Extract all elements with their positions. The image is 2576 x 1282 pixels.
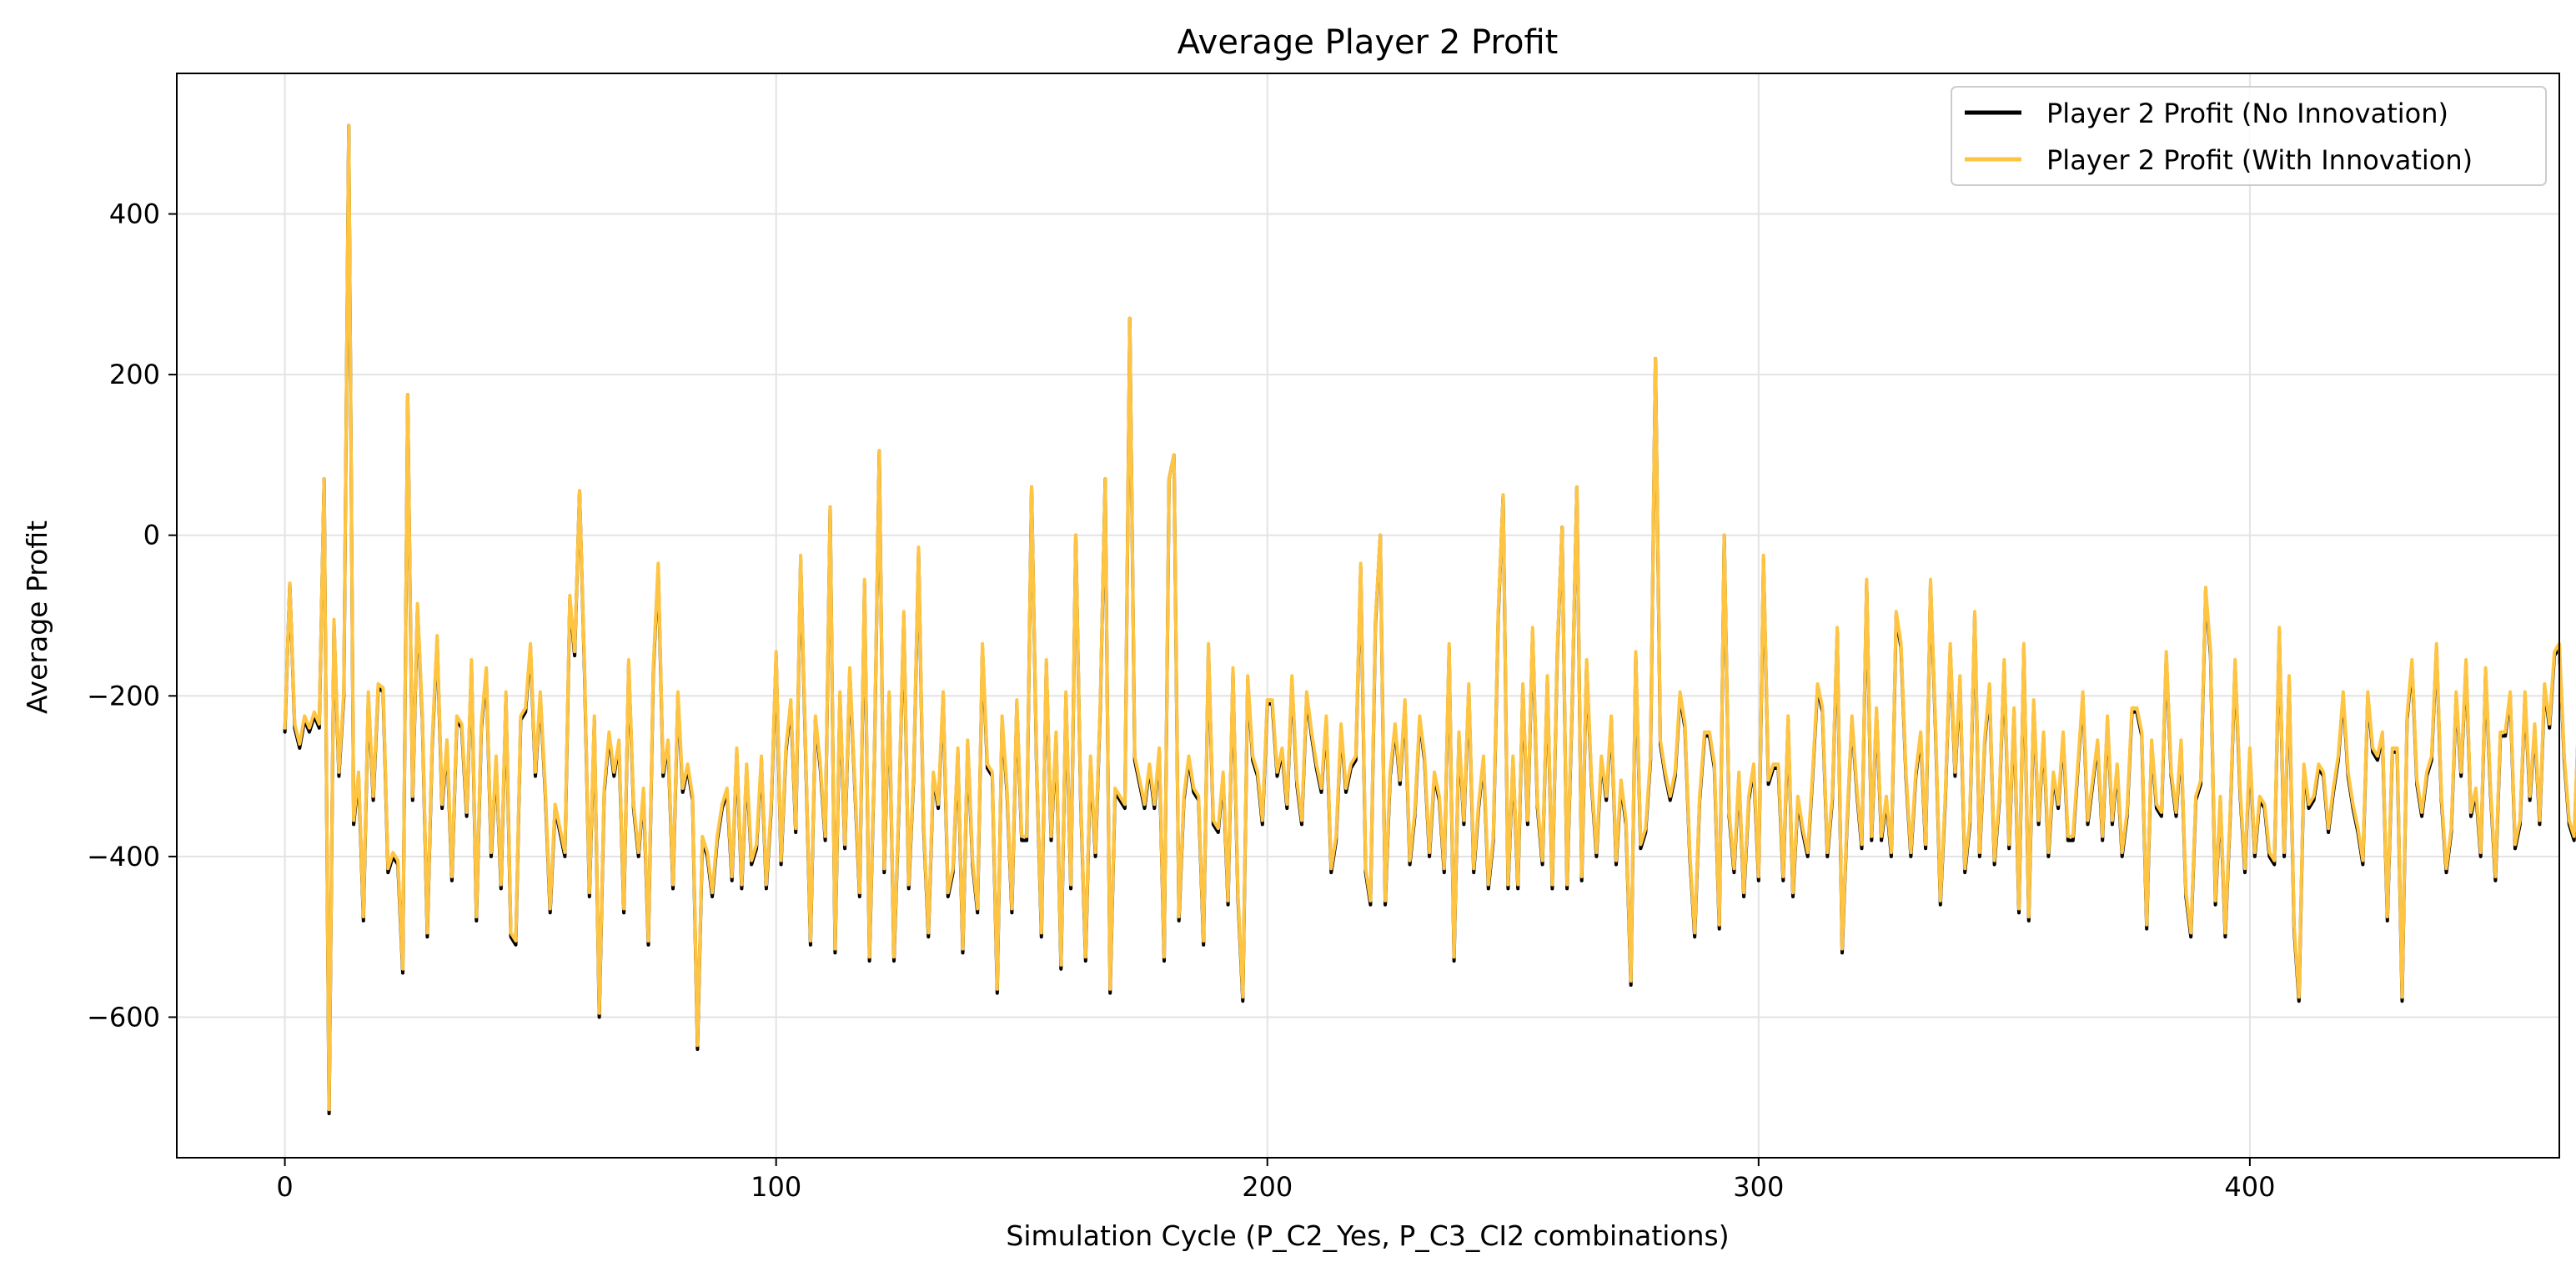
legend-label-with-innovation: Player 2 Profit (With Innovation) [2046, 144, 2473, 176]
x-tick-label: 200 [1242, 1171, 1293, 1203]
y-tick-label: 200 [109, 359, 160, 390]
tick-layer: 0 100 200 300 400 −600 −400 −200 0 200 400 [87, 199, 2275, 1203]
series-line-with-innovation [283, 123, 2576, 1112]
x-tick-label: 100 [751, 1171, 801, 1203]
series-layer [283, 123, 2576, 1115]
y-axis-label: Average Profit [21, 520, 53, 714]
y-tick-label: −600 [87, 1001, 160, 1033]
legend-label-no-innovation: Player 2 Profit (No Innovation) [2046, 98, 2448, 129]
chart-title: Average Player 2 Profit [1178, 23, 1559, 62]
grid-lines [177, 73, 2559, 1158]
y-tick-label: −200 [87, 680, 160, 711]
plot-frame [176, 73, 2560, 1159]
legend-box [1951, 86, 2547, 186]
x-axis-label: Simulation Cycle (P_C2_Yes, P_C3_CI2 com… [1006, 1219, 1729, 1252]
y-tick-label: 400 [109, 199, 160, 230]
legend: Player 2 Profit (No Innovation) Player 2… [1951, 86, 2547, 186]
x-tick-label: 400 [2224, 1171, 2275, 1203]
y-tick-label: −400 [87, 841, 160, 872]
x-tick-label: 0 [276, 1171, 293, 1203]
x-tick-label: 300 [1733, 1171, 1784, 1203]
y-tick-label: 0 [143, 520, 160, 551]
